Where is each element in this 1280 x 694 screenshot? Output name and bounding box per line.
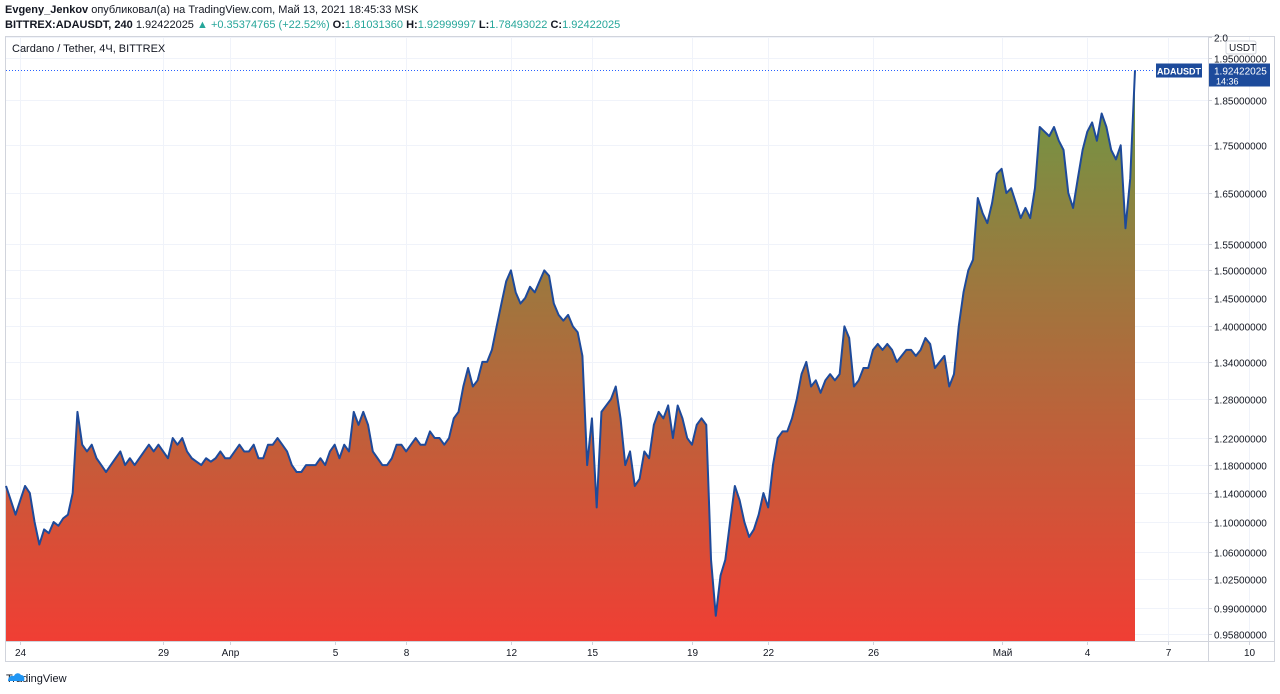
last-price-text: 1.92422025 bbox=[1214, 67, 1267, 78]
close-label: C: bbox=[550, 19, 563, 31]
x-tick-label: 24 bbox=[15, 648, 27, 659]
y-tick-label: 1.95000000 bbox=[1214, 55, 1267, 66]
price-line bbox=[5, 70, 1136, 617]
open-value: 1.81031360 bbox=[344, 19, 404, 31]
chart-frame[interactable] bbox=[5, 36, 1275, 662]
y-tick-label: 1.50000000 bbox=[1214, 267, 1267, 278]
y-tick-label: 1.06000000 bbox=[1214, 549, 1267, 560]
x-tick-label: 7 bbox=[1166, 648, 1172, 659]
chart-header: Evgeny_Jenkov опубликовал(а) на TradingV… bbox=[5, 3, 1275, 33]
x-tick-label: 26 bbox=[868, 648, 880, 659]
y-tick-label: 1.18000000 bbox=[1214, 462, 1267, 473]
y-tick-label: 1.02500000 bbox=[1214, 576, 1267, 587]
y-tick-label: 1.14000000 bbox=[1214, 490, 1267, 501]
y-tick-label: 1.65000000 bbox=[1214, 190, 1267, 201]
close-value: 1.92422025 bbox=[562, 19, 621, 31]
low-value: 1.78493022 bbox=[489, 19, 548, 31]
price-series bbox=[5, 70, 1136, 642]
author-name[interactable]: Evgeny_Jenkov bbox=[5, 4, 89, 16]
x-tick-label: 4 bbox=[1085, 648, 1091, 659]
high-label: H: bbox=[406, 19, 418, 31]
y-tick-label: 1.45000000 bbox=[1214, 295, 1267, 306]
y-tick-label: 2.0 bbox=[1214, 34, 1228, 45]
x-tick-label: 8 bbox=[404, 648, 410, 659]
high-value: 1.92999997 bbox=[417, 19, 476, 31]
last-price-badge bbox=[1209, 63, 1270, 87]
y-tick-label: 1.34000000 bbox=[1214, 359, 1267, 370]
publish-info: Evgeny_Jenkov опубликовал(а) на TradingV… bbox=[5, 3, 1275, 18]
price-change: +0.35374765 (+22.52%) bbox=[210, 19, 330, 31]
x-tick-label: 5 bbox=[333, 648, 339, 659]
x-tick-label: Май bbox=[993, 648, 1013, 659]
tradingview-logo-icon bbox=[8, 673, 25, 681]
x-tick-label: 12 bbox=[506, 648, 518, 659]
y-tick-label: 1.40000000 bbox=[1214, 323, 1267, 334]
symbol-badge bbox=[1156, 63, 1202, 78]
currency-badge: USDT bbox=[1225, 40, 1257, 55]
x-tick-label: 15 bbox=[587, 648, 599, 659]
y-tick-label: 1.22000000 bbox=[1214, 435, 1267, 446]
tradingview-branding[interactable]: TradingView bbox=[6, 671, 67, 687]
x-tick-label: 29 bbox=[158, 648, 170, 659]
last-price: 1.92422025 bbox=[135, 19, 194, 31]
axes bbox=[6, 37, 1275, 662]
y-tick-label: 1.75000000 bbox=[1214, 142, 1267, 153]
y-tick-label: 0.99000000 bbox=[1214, 605, 1267, 616]
low-label: L: bbox=[478, 19, 490, 31]
y-axis-labels[interactable]: 2.0 1.95000000 1.85000000 1.75000000 1.65000… bbox=[1214, 34, 1267, 642]
y-tick-label: 1.28000000 bbox=[1214, 396, 1267, 407]
ohlc-line: BITTREX:ADAUSDT, 240 1.92422025 ▲ +0.353… bbox=[5, 18, 1275, 33]
x-axis-labels[interactable]: 2429Апр581215192226Май471013 bbox=[15, 648, 1280, 659]
up-arrow-icon: ▲ bbox=[197, 19, 208, 31]
symbol-line: BITTREX:ADAUSDT, 240 bbox=[5, 19, 133, 31]
price-area bbox=[6, 70, 1135, 642]
published-text: опубликовал(а) на TradingView.com, Май 1… bbox=[91, 4, 419, 16]
open-label: O: bbox=[332, 19, 345, 31]
y-tick-label: 1.85000000 bbox=[1214, 97, 1267, 108]
x-tick-label: 22 bbox=[763, 648, 775, 659]
currency-label: USDT bbox=[1229, 43, 1256, 54]
x-tick-label: Апр bbox=[222, 648, 240, 659]
countdown-text: 14:36 bbox=[1216, 77, 1239, 87]
y-tick-label: 0.95800000 bbox=[1214, 631, 1267, 642]
chart-title: Cardano / Tether, 4Ч, BITTREX bbox=[12, 43, 166, 55]
x-tick-label: 19 bbox=[687, 648, 699, 659]
symbol-badge-text: ADAUSDT bbox=[1157, 67, 1202, 77]
y-tick-label: 1.10000000 bbox=[1214, 519, 1267, 530]
x-tick-label: 10 bbox=[1244, 648, 1256, 659]
y-tick-label: 1.55000000 bbox=[1214, 241, 1267, 252]
